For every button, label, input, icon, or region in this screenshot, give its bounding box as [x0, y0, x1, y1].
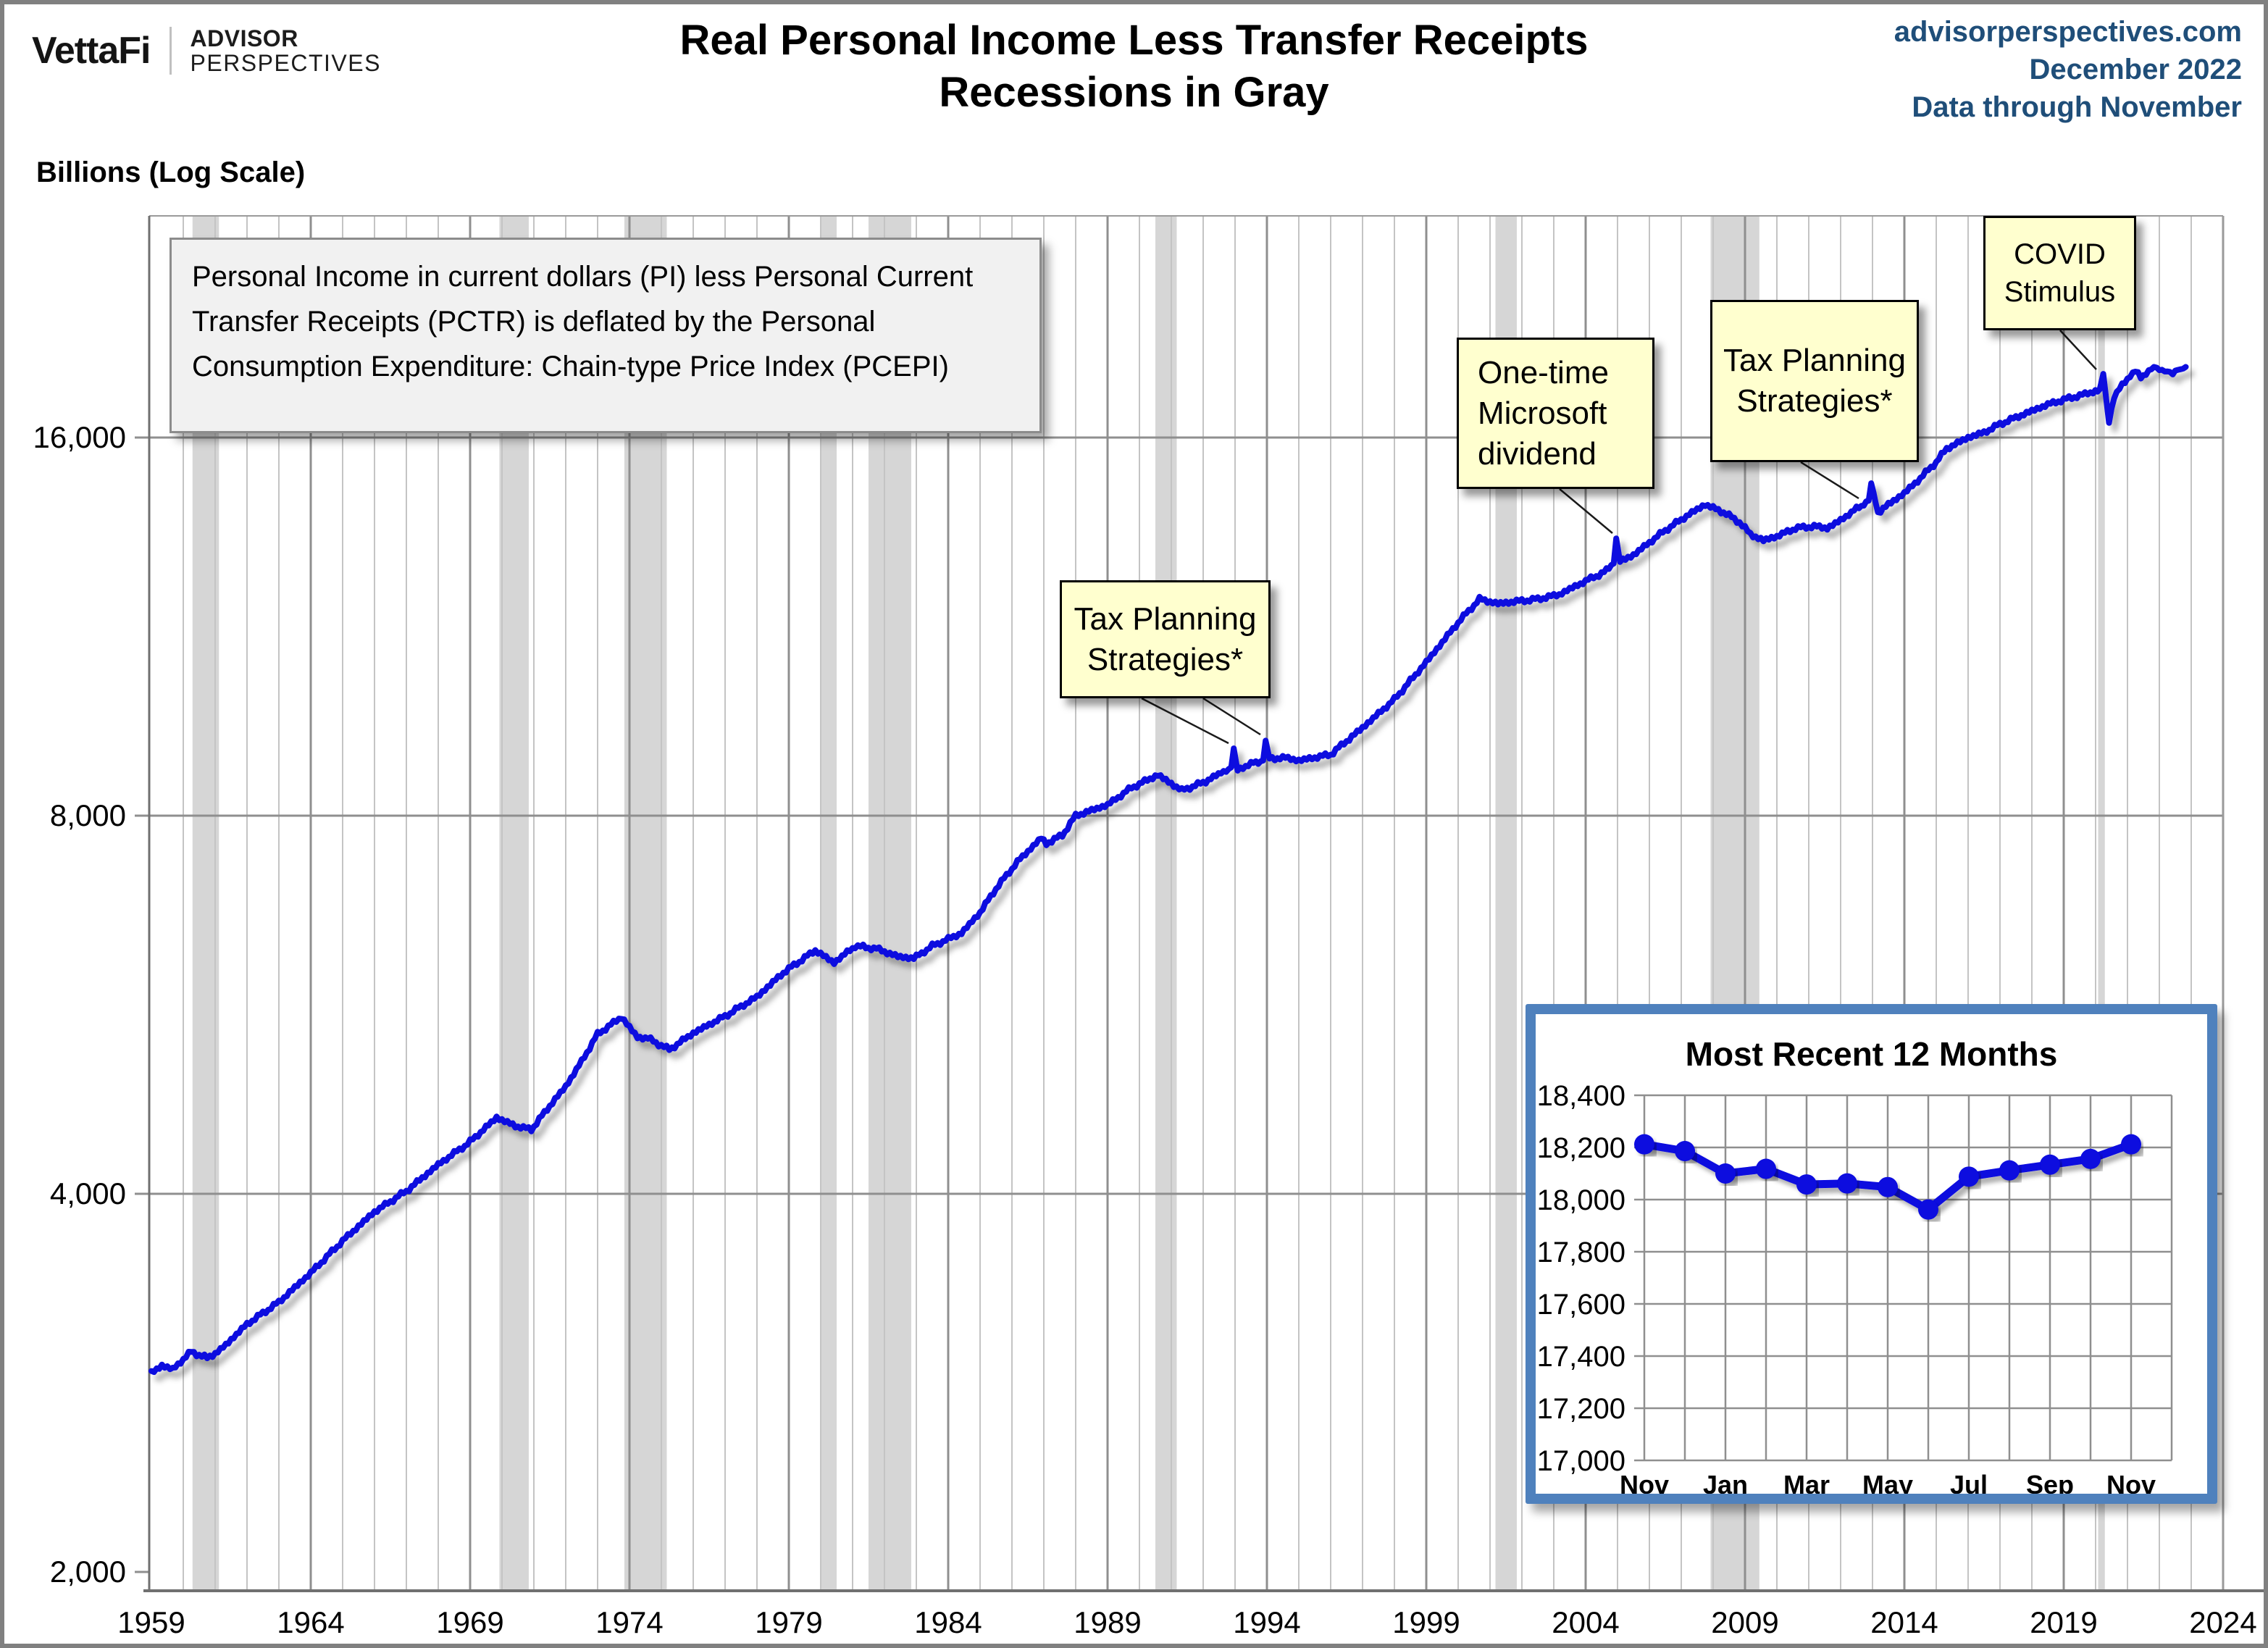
inset-x-label-6-Nov: Nov: [2106, 1470, 2156, 1494]
inset-data-point-Oct-18156: [2080, 1148, 2101, 1169]
callout-microsoft-dividend-line1: One-time: [1478, 354, 1609, 390]
leader-line-tax-planning-1-1: [1202, 697, 1261, 736]
recession-band-4: [869, 216, 911, 1591]
inset-data-point-Sep-18134: [2040, 1154, 2060, 1175]
callout-microsoft-dividend-line2: Microsoft: [1478, 395, 1607, 431]
inset-x-label-1-Jan: Jan: [1703, 1470, 1748, 1494]
leader-line-tax-planning-2-0: [1800, 461, 1859, 500]
x-tick-label-2014: 2014: [1870, 1605, 1938, 1639]
methodology-note-box: Personal Income in current dollars (PI) …: [170, 238, 1042, 433]
callout-covid-stimulus: COVID Stimulus: [1983, 216, 2136, 330]
x-tick-label-2004: 2004: [1552, 1605, 1619, 1639]
callout-covid-stimulus-line2: Stimulus: [2004, 276, 2116, 308]
inset-data-point-Feb-18118: [1756, 1158, 1776, 1179]
callout-covid-stimulus-line1: COVID: [2014, 238, 2106, 270]
x-tick-label-2009: 2009: [1711, 1605, 1778, 1639]
inset-x-label-5-Sep: Sep: [2026, 1470, 2074, 1494]
x-tick-label-1964: 1964: [277, 1605, 344, 1639]
leader-line-tax-planning-1-0: [1141, 697, 1229, 745]
inset-y-tick-label-17,200: 17,200: [1537, 1393, 1625, 1425]
inset-chart: 18,400 18,200 18,000 17,800 17,600 17,400 17,2…: [1537, 1080, 2173, 1494]
y-tick-label-8,000: 8,000: [50, 798, 126, 832]
inset-y-tick-label-17,400: 17,400: [1537, 1341, 1625, 1373]
source-and-date-block: advisorperspectives.com December 2022 Da…: [1894, 13, 2242, 126]
perspectives-text: PERSPECTIVES: [190, 50, 381, 76]
inset-y-tick-label-18,200: 18,200: [1537, 1132, 1625, 1164]
callout-tax-planning-1: Tax Planning Strategies*: [1060, 580, 1271, 698]
x-tick-label-1999: 1999: [1392, 1605, 1460, 1639]
y-axis-label: Billions (Log Scale): [36, 156, 306, 188]
recession-band-5: [1155, 216, 1177, 1591]
inset-y-tick-label-18,000: 18,000: [1537, 1184, 1625, 1216]
inset-y-tick-label-18,400: 18,400: [1537, 1080, 1625, 1112]
inset-data-point-Nov-18212: [2121, 1134, 2141, 1155]
inset-x-label-3-May: May: [1862, 1470, 1913, 1494]
y-tick-label-16,000: 16,000: [33, 420, 126, 454]
inset-data-point-Aug-18112: [1999, 1160, 2020, 1181]
methodology-note-text: Personal Income in current dollars (PI) …: [192, 261, 974, 382]
inset-title: Most Recent 12 Months: [1685, 1035, 2058, 1073]
inset-data-point-Nov-18212: [1634, 1134, 1654, 1155]
vettafi-logo-text: VettaFi: [32, 30, 151, 72]
x-tick-label-1989: 1989: [1074, 1605, 1141, 1639]
inset-data-point-Apr-18062: [1837, 1173, 1857, 1194]
inset-data-point-Jun-17962: [1918, 1199, 1938, 1220]
inset-x-label-0-Nov: Nov: [1620, 1470, 1669, 1494]
recession-band-1: [499, 216, 529, 1591]
inset-data-point-May-18048: [1878, 1176, 1898, 1197]
callout-microsoft-dividend-line3: dividend: [1478, 435, 1597, 472]
callout-tax-planning-2-line1: Tax Planning: [1723, 343, 1906, 378]
leader-line-covid-stimulus-0: [2059, 330, 2097, 370]
x-tick-label-1994: 1994: [1233, 1605, 1300, 1639]
recession-band-2: [624, 216, 667, 1591]
x-tick-label-2024: 2024: [2189, 1605, 2256, 1639]
inset-y-tick-label-17,800: 17,800: [1537, 1237, 1625, 1268]
logo-divider: [169, 27, 172, 75]
source-url: advisorperspectives.com: [1894, 16, 2242, 48]
advisor-text: ADVISOR: [190, 25, 298, 51]
x-tick-label-1984: 1984: [914, 1605, 982, 1639]
x-tick-label-1959: 1959: [117, 1605, 185, 1639]
y-tick-label-4,000: 4,000: [50, 1176, 126, 1210]
x-tick-label-1969: 1969: [436, 1605, 503, 1639]
inset-data-point-Dec-18186: [1675, 1141, 1695, 1162]
callout-tax-planning-2-line2: Strategies*: [1736, 383, 1893, 419]
recession-band-3: [821, 216, 837, 1591]
leader-line-microsoft-dividend-0: [1559, 488, 1613, 534]
main-chart: 16,000 8,000 4,000 2,000 1959 1964 1969 1974 197…: [33, 215, 2264, 1639]
inset-chart-box: Most Recent 12 Months 18,400 18,200 18,000…: [1526, 1004, 2217, 1504]
data-series-line: [148, 364, 2189, 1376]
advisor-perspectives-logo-text: ADVISOR PERSPECTIVES: [191, 26, 381, 75]
data-note: Data through November: [1912, 91, 2242, 123]
inset-data-point-Jul-18088: [1959, 1166, 1979, 1187]
x-tick-label-1979: 1979: [755, 1605, 822, 1639]
x-tick-label-1974: 1974: [595, 1605, 663, 1639]
recession-band-8: [2098, 216, 2105, 1591]
publish-date: December 2022: [2029, 54, 2242, 85]
callout-tax-planning-2: Tax Planning Strategies*: [1710, 300, 1919, 462]
vettafi-advisor-perspectives-logo: VettaFi ADVISOR PERSPECTIVES: [32, 26, 381, 75]
callout-tax-planning-1-line1: Tax Planning: [1074, 601, 1257, 637]
x-tick-label-2019: 2019: [2030, 1605, 2097, 1639]
inset-x-label-4-Jul: Jul: [1950, 1470, 1988, 1494]
inset-data-point-Mar-18058: [1796, 1174, 1817, 1195]
inset-data-point-Jan-18100: [1715, 1163, 1736, 1184]
inset-x-label-2-Mar: Mar: [1783, 1470, 1830, 1494]
callout-microsoft-dividend: One-time Microsoft dividend: [1457, 338, 1654, 489]
y-tick-label-2,000: 2,000: [50, 1555, 126, 1589]
callout-tax-planning-1-line2: Strategies*: [1087, 641, 1244, 677]
inset-y-tick-label-17,600: 17,600: [1537, 1289, 1625, 1321]
inset-y-tick-label-17,000: 17,000: [1537, 1445, 1625, 1477]
